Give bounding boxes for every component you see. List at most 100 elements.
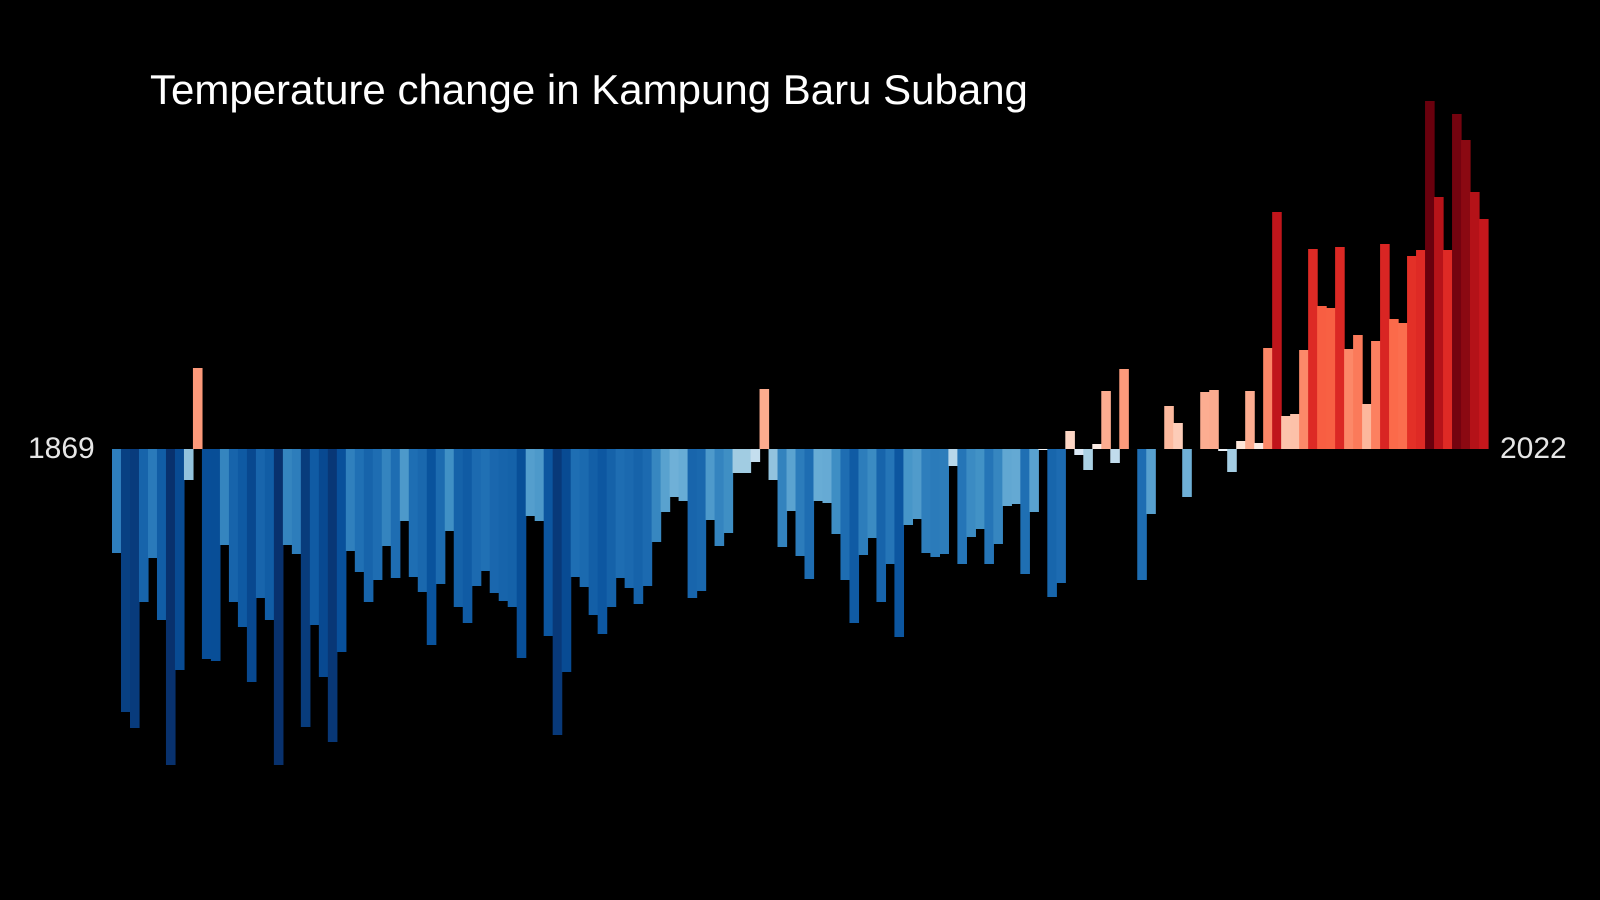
year-bar [138,449,149,602]
year-bar [948,449,958,466]
year-bar [687,449,698,598]
year-bar [471,449,482,586]
year-bar [993,449,1003,544]
year-bar [939,449,949,554]
year-bar [1434,197,1444,449]
end-year-label: 2022 [1500,432,1567,465]
year-bar [129,449,140,728]
year-bar [750,449,761,462]
year-bar [876,449,887,602]
year-bar [768,449,779,480]
year-bar [183,449,194,480]
year-bar [1020,449,1030,574]
year-bar [840,449,851,580]
year-bar [147,449,158,558]
year-bar [1083,449,1093,470]
year-bar [1047,449,1057,597]
year-bar [1344,349,1354,449]
year-bar [525,449,536,516]
year-bar [327,449,338,742]
year-bar [912,449,923,519]
year-bar [444,449,455,531]
year-bar [777,449,788,547]
year-bar [822,449,833,503]
year-bar [885,449,896,564]
year-bar [1182,449,1192,497]
year-bar [867,449,878,538]
year-bar [228,449,239,602]
year-bar [210,449,221,661]
year-bar [1236,441,1246,449]
year-bar [714,449,725,546]
year-bar [1200,392,1210,449]
year-bar [354,449,365,572]
year-bar [966,449,976,537]
year-bar [1461,140,1471,449]
year-bar [1479,219,1489,449]
year-bar [201,449,212,659]
year-bar [975,449,985,529]
year-bar [1245,391,1255,449]
year-bar [120,449,131,712]
year-bar [273,449,284,765]
year-bar [336,449,347,652]
year-bar [1470,192,1480,449]
year-bar [930,449,940,557]
year-bar [696,449,707,591]
year-bar [1272,212,1282,449]
year-bar [1326,308,1336,449]
year-bar [264,449,275,620]
year-bar [579,449,590,587]
year-bar [606,449,617,607]
year-bar [435,449,446,584]
year-bar [1002,449,1012,506]
year-bar [651,449,662,542]
year-bar [1416,250,1426,449]
year-bar [300,449,311,727]
year-bar [255,449,266,598]
year-bar [390,449,401,578]
year-bar [543,449,554,636]
year-bar [813,449,824,501]
year-bar [1038,449,1048,450]
year-bar [516,449,527,658]
year-bar [1173,423,1183,449]
year-bar [1308,249,1318,449]
year-bar [1371,341,1381,449]
year-bar [1101,391,1111,449]
year-bar [1425,101,1435,449]
year-bar [1335,247,1345,449]
year-bar [489,449,500,593]
year-bar [399,449,410,521]
year-bar [165,449,176,765]
year-bar [1146,449,1156,514]
year-bar [1074,449,1084,455]
year-bar [372,449,383,580]
year-bar [759,389,770,449]
year-bar [408,449,419,577]
year-bar [1056,449,1066,583]
year-bar [921,449,931,553]
year-bar [705,449,716,520]
year-bar [786,449,797,511]
year-bar [534,449,545,521]
year-bar [804,449,815,579]
year-bar [1164,406,1174,449]
year-bar [462,449,473,623]
year-bar [309,449,320,625]
year-bar [1029,449,1039,512]
year-bar [561,449,572,672]
year-bar [858,449,869,555]
year-bar [552,449,563,735]
year-bar [246,449,257,682]
year-bar [588,449,599,615]
year-bar [1407,256,1417,449]
year-bar [984,449,994,564]
year-bar [570,449,581,577]
year-bar [597,449,608,634]
year-bar [669,449,680,497]
year-bar [237,449,248,627]
year-bar [453,449,464,607]
year-bar [1011,449,1021,504]
